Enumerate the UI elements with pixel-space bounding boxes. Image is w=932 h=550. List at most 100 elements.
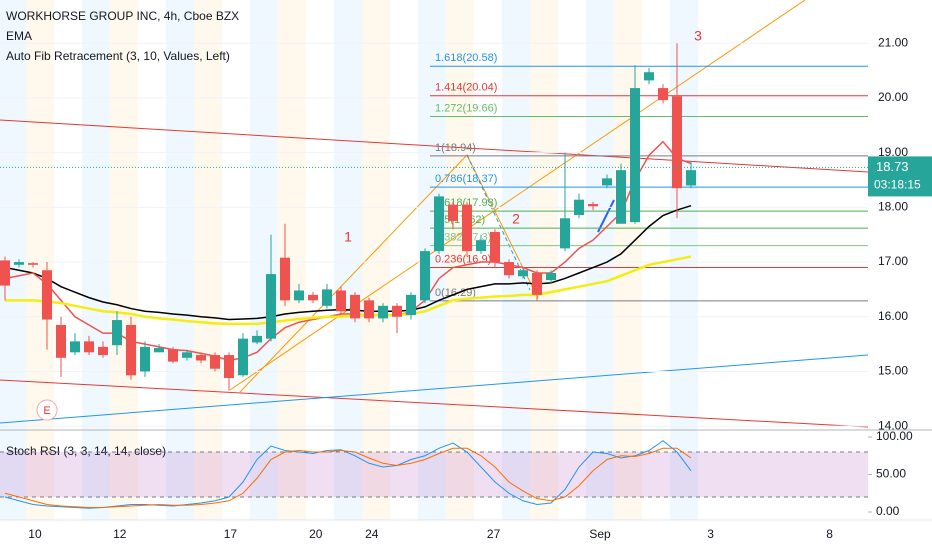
- candle-body: [252, 335, 262, 343]
- candle-body: [434, 196, 444, 252]
- wave-label: 1: [344, 229, 352, 245]
- candle-body: [658, 88, 668, 101]
- stoch-tick-label: 100.00: [876, 429, 913, 443]
- candle-body: [518, 270, 528, 277]
- stoch-tick-label: 50.00: [876, 467, 906, 481]
- candle-body: [532, 272, 542, 295]
- candle-body: [644, 72, 654, 81]
- stoch-tick-label: 0.00: [876, 504, 900, 518]
- session-stripe: [26, 0, 40, 520]
- candle-body: [448, 204, 458, 222]
- y-tick-label: 20.00: [878, 90, 908, 104]
- candle-body: [112, 320, 122, 346]
- trend-line: [229, 0, 806, 391]
- session-stripe: [516, 0, 530, 520]
- candle-body: [350, 294, 360, 319]
- candle-body: [42, 270, 52, 320]
- zigzag-dash: [466, 154, 531, 291]
- candle-body: [322, 289, 332, 306]
- candle-body: [56, 324, 66, 358]
- session-stripe: [250, 0, 264, 520]
- x-tick-label: 8: [826, 527, 833, 541]
- x-tick-label: 17: [224, 527, 238, 541]
- y-tick-label: 21.00: [878, 35, 908, 49]
- candle-body: [294, 290, 304, 301]
- ema-line: [5, 255, 692, 326]
- earnings-label: E: [43, 405, 50, 417]
- candle-body: [28, 263, 38, 265]
- last-price-box: [868, 156, 932, 197]
- session-stripe: [124, 0, 138, 520]
- fib-label: 1.618(20.58): [435, 52, 497, 64]
- session-stripe: [208, 0, 222, 520]
- candle-body: [462, 204, 472, 252]
- session-stripe: [194, 0, 208, 520]
- candle-body: [98, 346, 108, 356]
- session-stripe: [530, 0, 544, 520]
- indicator-label: Auto Fib Retracement (3, 10, Values, Lef…: [6, 49, 230, 63]
- last-price-label: 18.73: [876, 159, 909, 174]
- candle-body: [616, 170, 626, 224]
- candle-body: [14, 262, 24, 265]
- candle-body: [182, 352, 192, 358]
- candle-body: [392, 305, 402, 317]
- session-stripe: [586, 0, 600, 520]
- candle-body: [224, 355, 234, 379]
- candle-body: [630, 88, 640, 223]
- candle-body: [336, 290, 346, 312]
- fib-label: 0.786(18.37): [435, 173, 497, 185]
- session-stripe: [96, 0, 110, 520]
- stoch-band-fill: [0, 452, 868, 498]
- session-stripe: [684, 0, 698, 520]
- candle-body: [126, 324, 136, 376]
- session-stripe: [446, 0, 460, 520]
- session-stripe: [600, 0, 614, 520]
- candle-body: [602, 178, 612, 186]
- x-tick-label: Sep: [589, 527, 611, 541]
- session-stripe: [40, 0, 54, 520]
- candle-body: [308, 294, 318, 301]
- y-tick-label: 17.00: [878, 254, 908, 268]
- trend-line: [0, 379, 869, 428]
- x-tick-label: 24: [365, 527, 379, 541]
- session-stripe: [460, 0, 474, 520]
- y-tick-label: 15.00: [878, 364, 908, 378]
- candle-body: [266, 274, 276, 339]
- session-stripe: [362, 0, 376, 520]
- session-stripe: [432, 0, 446, 520]
- fib-label: 1.414(20.04): [435, 82, 497, 94]
- candle-body: [406, 294, 416, 316]
- ema-line: [4, 204, 692, 321]
- candle-body: [476, 240, 486, 252]
- earnings-badge[interactable]: [36, 399, 58, 421]
- stoch-title: Stoch RSI (3, 3, 14, 14, close): [6, 444, 166, 458]
- candle-body: [378, 305, 388, 319]
- candle-body: [364, 300, 374, 319]
- candle-body: [672, 96, 682, 189]
- session-stripe: [292, 0, 306, 520]
- fib-label: 1(18.94): [435, 142, 476, 154]
- stoch-line: [4, 440, 692, 509]
- trend-line: [0, 119, 869, 173]
- candle-body: [168, 349, 178, 362]
- arrow: [597, 199, 615, 233]
- y-tick-label: 19.00: [878, 145, 908, 159]
- session-shading: [0, 0, 698, 520]
- candle-body: [490, 231, 500, 263]
- candle-body: [154, 347, 164, 353]
- wave-label: 2: [512, 211, 520, 227]
- candle-body: [560, 218, 570, 249]
- session-stripe: [82, 0, 96, 520]
- candle-body: [210, 355, 220, 369]
- session-stripe: [376, 0, 390, 520]
- x-tick-label: 10: [28, 527, 42, 541]
- y-tick-label: 18.00: [878, 200, 908, 214]
- plot: 1.618(20.58) 1.414(20.04) 1.272(19.66) 1(18…: [0, 42, 868, 427]
- stoch-line: [4, 447, 692, 509]
- x-tick-label: 3: [707, 527, 714, 541]
- candle-body: [140, 346, 150, 372]
- candle-body: [238, 338, 248, 376]
- candle-body: [280, 257, 290, 301]
